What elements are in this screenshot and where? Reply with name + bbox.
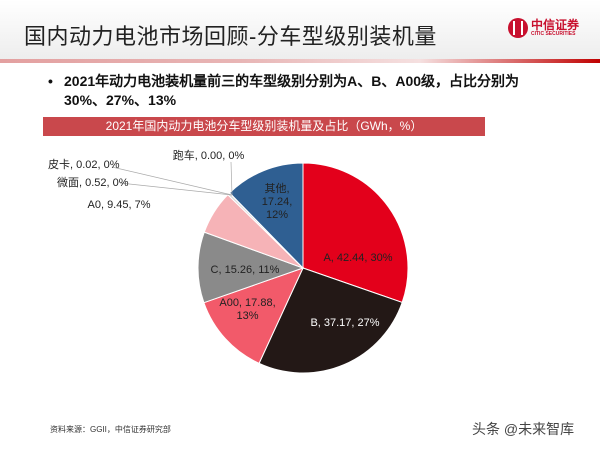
data-label-C: C, 15.26, 11% (210, 264, 280, 276)
header-divider (0, 59, 600, 63)
data-label-A0: A0, 9.45, 7% (87, 199, 151, 211)
pie-slice-2 (203, 267, 304, 365)
citic-logo-icon (508, 18, 528, 38)
data-label-A: A, 42.44, 30% (323, 252, 393, 264)
source-note: 资料来源：GGII，中信证券研究部 (50, 425, 171, 434)
watermark: 头条 @未来智库 (472, 421, 575, 437)
pie-slice-0 (302, 162, 409, 304)
data-label-其他: 其他, 17.24, 12% (261, 183, 293, 221)
header-bar (0, 0, 600, 60)
data-label-跑车: 跑车, 0.00, 0% (172, 150, 245, 162)
page-title: 国内动力电池市场回顾-分车型级别装机量 (24, 24, 437, 49)
pie-slice-1 (258, 267, 403, 374)
data-label-A00: A00, 17.88, 13% (219, 297, 276, 322)
leader-line (119, 182, 233, 196)
bullet-point: • 2021年动力电池装机量前三的车型级别分别为A、B、A00级，占比分别为30… (48, 72, 524, 110)
bullet-marker: • (48, 73, 53, 89)
logo-cn-text: 中信证券 (531, 18, 580, 32)
bullet-text: 2021年动力电池装机量前三的车型级别分别为A、B、A00级，占比分别为30%、… (64, 73, 520, 108)
leader-line (230, 161, 233, 196)
chart-title: 2021年国内动力电池分车型级别装机量及占比（GWh，%） (43, 117, 485, 136)
pie-slice-3 (197, 231, 305, 304)
citic-logo: 中信证券 CITIC SECURITIES (508, 18, 579, 38)
leader-line (111, 166, 233, 196)
data-label-皮卡: 皮卡, 0.02, 0% (48, 159, 120, 171)
data-label-微面: 微面, 0.52, 0% (57, 177, 129, 189)
data-label-B: B, 37.17, 27% (310, 317, 380, 329)
logo-en-text: CITIC SECURITIES (531, 31, 576, 37)
